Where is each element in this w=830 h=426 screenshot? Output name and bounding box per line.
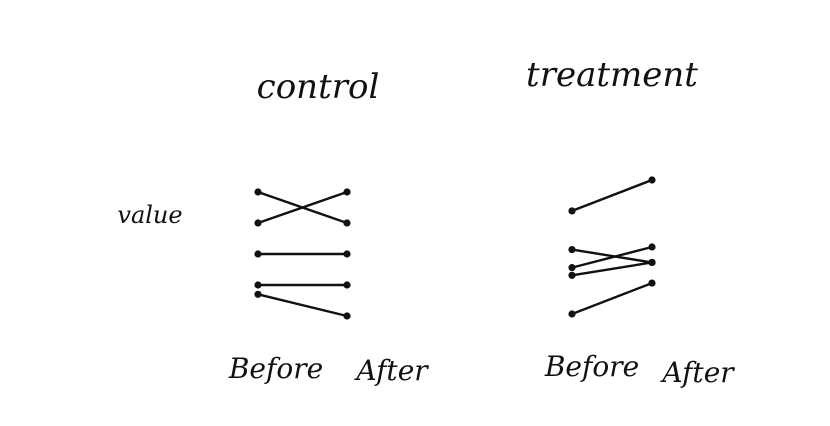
treatment-pair-4-before-point <box>568 271 576 279</box>
control-pair-5-after-point <box>343 312 351 320</box>
treatment-pair-line-2 <box>570 248 654 264</box>
control-after-label: After <box>353 354 429 387</box>
treatment-pair-line-5 <box>570 281 654 316</box>
treatment-pair-line-4 <box>570 261 654 277</box>
control-pair-line-5 <box>256 293 349 318</box>
treatment-pair-4-after-point <box>648 258 656 267</box>
treatment-title: treatment <box>526 55 698 95</box>
treatment-before-label: Before <box>544 350 639 383</box>
treatment-pair-2-before-point <box>568 245 576 254</box>
treatment-pair-5-before-point <box>568 310 576 318</box>
control-pair-4-after-point <box>343 281 351 289</box>
treatment-pair-line-3 <box>570 245 654 269</box>
treatment-pair-1-after-point <box>648 176 656 184</box>
control-pair-line-2 <box>256 190 349 225</box>
control-pair-1-after-point <box>343 219 351 227</box>
control-pair-5-before-point <box>254 290 262 298</box>
control-before-label: Before <box>228 352 323 385</box>
treatment-pair-line-1 <box>570 178 654 213</box>
control-pair-1-before-point <box>254 188 262 196</box>
treatment-after-label: After <box>659 356 735 389</box>
control-pair-3-after-point <box>343 250 351 258</box>
control-title: control <box>257 67 380 107</box>
control-pair-4-before-point <box>254 281 262 289</box>
treatment-pair-5-after-point <box>648 279 656 287</box>
control-pair-3-before-point <box>254 250 262 258</box>
y-label: value <box>117 201 182 229</box>
treatment-pair-3-after-point <box>648 243 656 251</box>
control-pair-2-after-point <box>343 188 351 196</box>
treatment-pair-1-before-point <box>568 207 576 215</box>
marks-layer <box>254 176 656 320</box>
control-pair-2-before-point <box>254 219 262 227</box>
treatment-pair-3-before-point <box>568 264 576 272</box>
